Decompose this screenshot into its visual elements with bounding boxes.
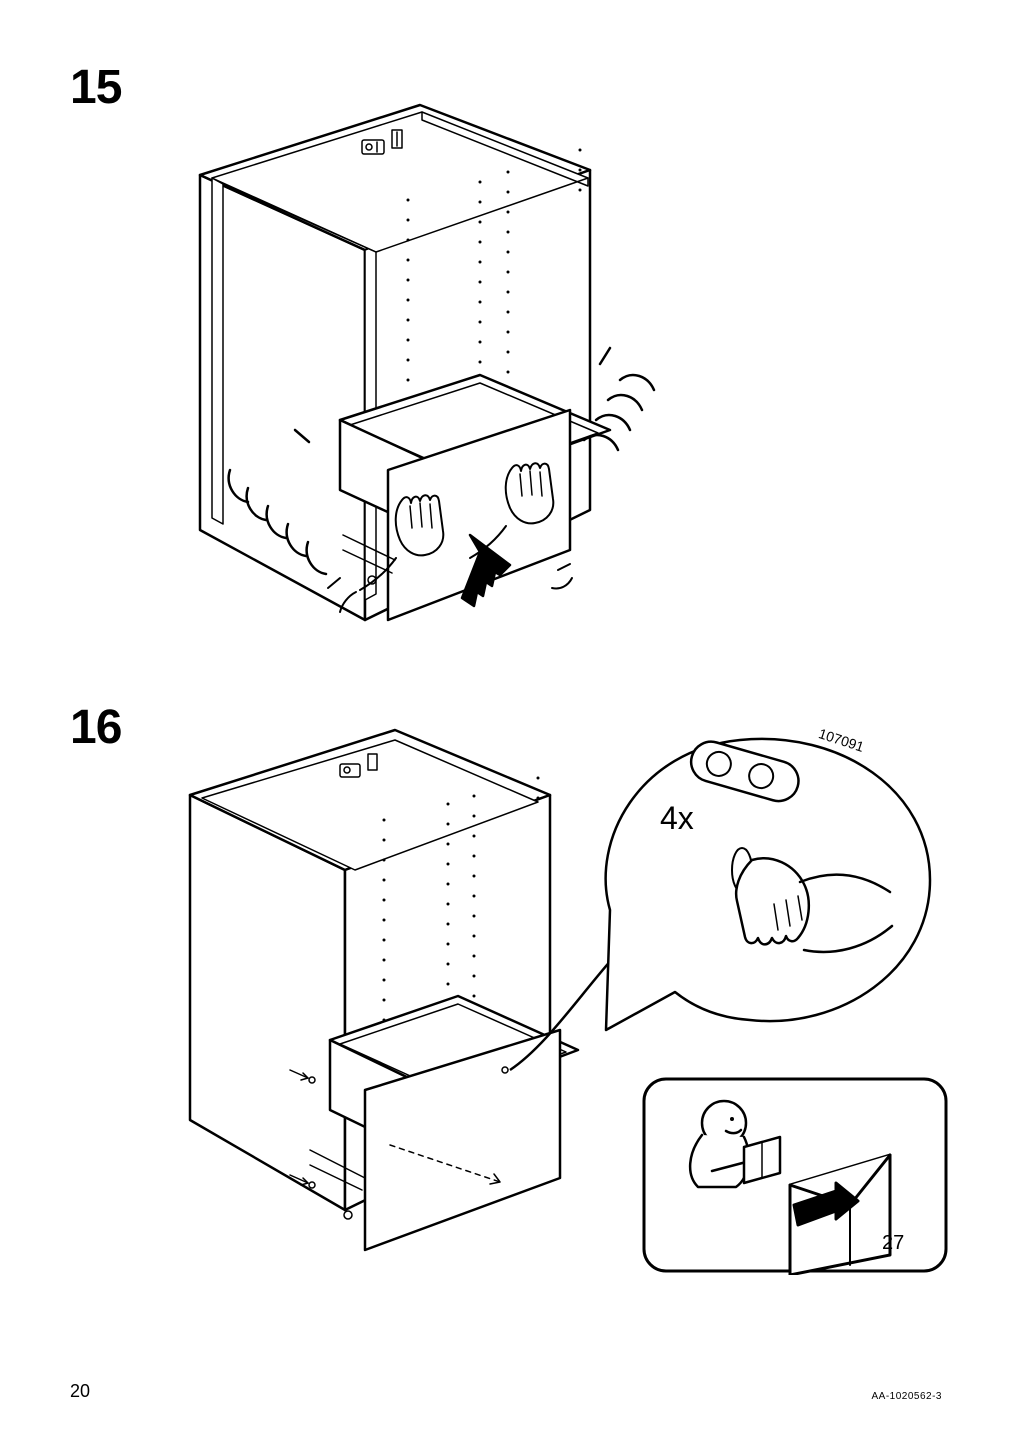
document-id: AA-1020562-3	[872, 1391, 943, 1402]
step16-callout-hardware	[600, 720, 960, 1040]
hardware-qty: 4x	[660, 800, 694, 837]
reference-page-number: 27	[882, 1232, 904, 1255]
step-number-16: 16	[70, 700, 121, 755]
step-number-15: 15	[70, 60, 121, 115]
instruction-page: 15	[0, 0, 1012, 1432]
step15-diagram	[140, 90, 820, 650]
page-number: 20	[70, 1381, 90, 1402]
